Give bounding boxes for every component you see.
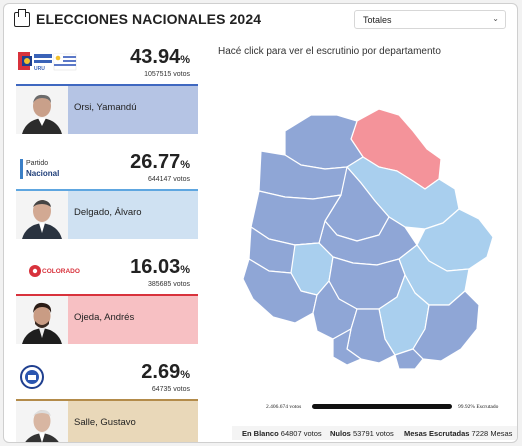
summary-footer: En Blanco 64807 votos Nulos 53791 votos … <box>232 426 517 440</box>
candidate-bar: Orsi, Yamandú <box>16 84 198 134</box>
candidate-photo <box>16 191 68 239</box>
partido-colorado-logo: COLORADO <box>18 264 88 288</box>
candidate-card[interactable]: COLORADO 16.03% 385685 votos Ojeda, Andr… <box>16 250 198 355</box>
candidate-votes: 64735 votos <box>151 386 190 393</box>
blank-votes: En Blanco 64807 votos <box>242 429 322 438</box>
candidate-bar: Salle, Gustavo <box>16 399 198 442</box>
candidate-name: Salle, Gustavo <box>74 417 136 428</box>
candidate-photo <box>16 296 68 344</box>
frente-amplio-flag-icon: URU <box>18 52 77 72</box>
colorado-star-icon <box>29 265 41 277</box>
candidate-votes: 644147 votos <box>147 176 190 183</box>
null-votes: Nulos 53791 votos <box>330 429 394 438</box>
candidate-name: Delgado, Álvaro <box>74 207 142 218</box>
candidate-card[interactable]: 2.69% 64735 votos Salle, Gustavo <box>16 355 198 442</box>
candidate-percentage: 26.77% <box>130 151 190 173</box>
candidate-votes: 385685 votos <box>147 281 190 288</box>
scrutiny-pct-label: 99.92% Escrutado <box>458 404 499 410</box>
scrutiny-progress: 2.406.674 votos 99.92% Escrutado <box>266 402 516 414</box>
counted-tables: Mesas Escrutadas 7228 Mesas <box>404 429 513 438</box>
map-instruction: Hacé click para ver el escrutinio por de… <box>218 46 441 57</box>
chevron-down-icon: ⌄ <box>492 14 499 23</box>
party-label: Partido <box>26 160 49 167</box>
candidate-bar: Ojeda, Andrés <box>16 294 198 344</box>
filter-select-value: Totales <box>363 15 392 25</box>
progress-bar <box>312 404 452 409</box>
candidate-name: Ojeda, Andrés <box>74 312 135 323</box>
party-label: Nacional <box>26 169 60 178</box>
page-title: ELECCIONES NACIONALES 2024 <box>36 11 262 27</box>
candidate-photo <box>16 86 68 134</box>
department-maldonado[interactable] <box>394 348 424 370</box>
candidate-list: URU 43.94% 1057515 votos <box>16 40 198 442</box>
candidate-percentage: 16.03% <box>130 256 190 278</box>
department-montevideo[interactable] <box>332 328 362 366</box>
total-votes-label: 2.406.674 votos <box>266 404 302 410</box>
candidate-card[interactable]: URU 43.94% 1057515 votos <box>16 40 198 145</box>
candidate-name: Orsi, Yamandú <box>74 102 137 113</box>
department-rocha[interactable] <box>412 290 480 362</box>
candidate-percentage: 2.69% <box>141 361 190 383</box>
election-dashboard: ELECCIONES NACIONALES 2024 Totales ⌄ URU <box>3 3 518 443</box>
svg-text:URU: URU <box>34 66 45 72</box>
header: ELECCIONES NACIONALES 2024 Totales ⌄ <box>4 4 517 34</box>
candidate-bar: Delgado, Álvaro <box>16 189 198 239</box>
candidate-photo <box>16 401 68 442</box>
identidad-soberana-seal-icon <box>20 365 44 389</box>
candidate-votes: 1057515 votos <box>144 71 190 78</box>
candidate-card[interactable]: Partido Nacional 26.77% 644147 votos Del… <box>16 145 198 250</box>
candidate-percentage: 43.94% <box>130 46 190 68</box>
department-salto[interactable] <box>284 114 364 170</box>
filter-select[interactable]: Totales ⌄ <box>354 10 506 29</box>
uruguay-map <box>242 108 494 370</box>
partido-nacional-logo: Partido Nacional <box>18 159 88 183</box>
party-label: COLORADO <box>42 268 80 275</box>
ballot-box-icon <box>14 9 30 27</box>
